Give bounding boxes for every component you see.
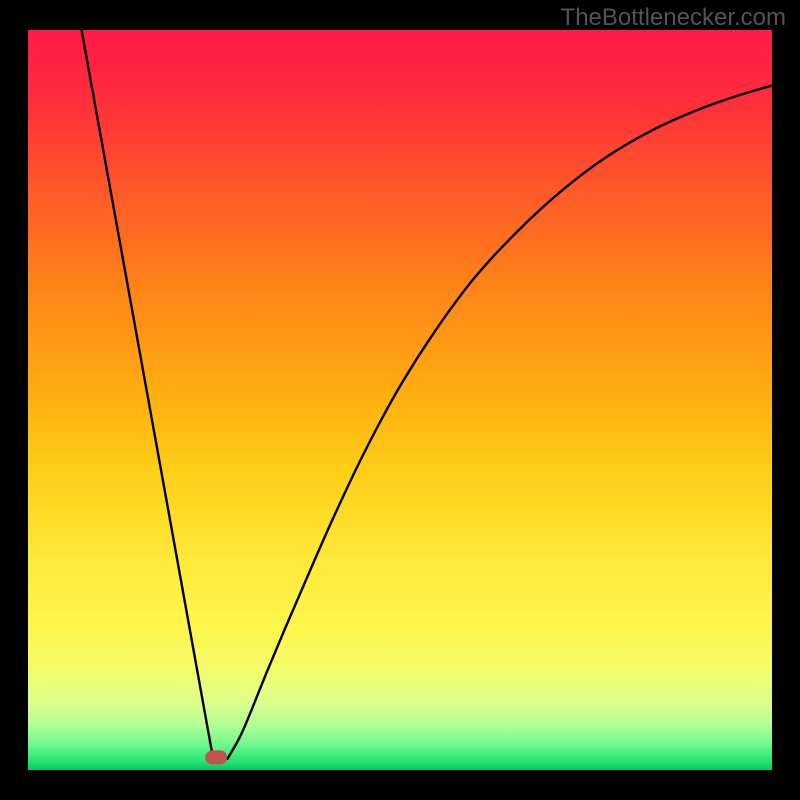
optimal-marker [205, 750, 227, 764]
gradient-background [28, 30, 772, 770]
plot-area [28, 30, 772, 770]
chart-stage: TheBottlenecker.com [0, 0, 800, 800]
bottleneck-chart [0, 0, 800, 800]
watermark-label: TheBottlenecker.com [561, 4, 786, 32]
